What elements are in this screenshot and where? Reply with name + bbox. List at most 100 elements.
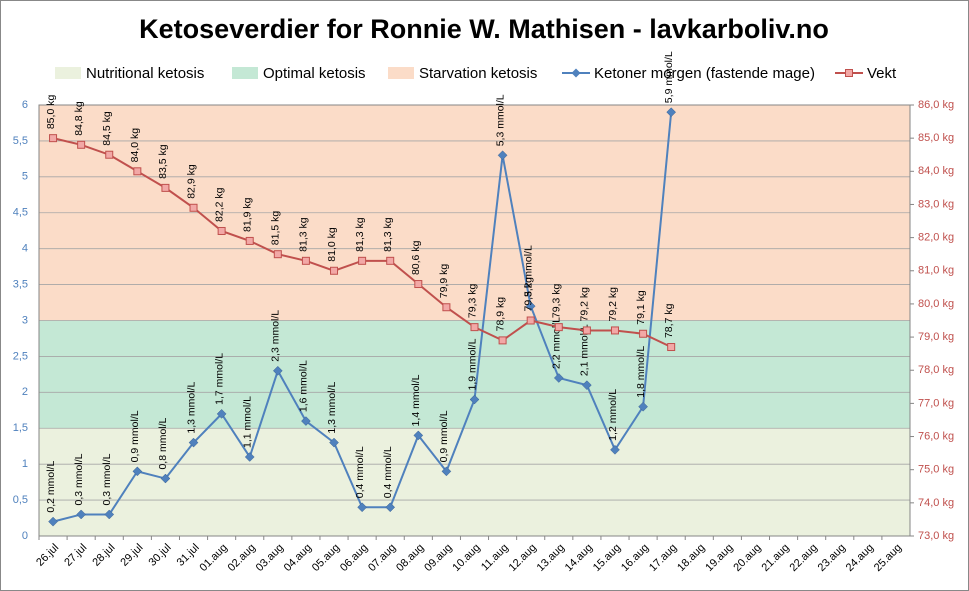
y2-tick-label: 75,0 kg [918,464,954,476]
marker [244,452,255,462]
marker [582,326,591,335]
marker [554,323,563,332]
marker [442,303,451,312]
data-label: 1,9 mmol/L [466,338,478,390]
data-label: 79,9 kg [438,264,450,299]
y-tick-label: 0 [22,530,28,542]
marker [414,280,423,289]
marker [160,473,171,484]
data-label: 81,3 kg [382,217,394,252]
data-label: 79,3 kg [466,284,478,319]
y-tick-label: 5,5 [13,135,28,147]
marker [49,134,58,143]
data-label: 3,2 mmol/L [522,245,534,297]
y2-tick-label: 81,0 kg [918,265,954,277]
data-label: 79,2 kg [579,287,591,322]
marker [77,140,86,149]
marker [386,256,395,265]
data-label: 5,9 mmol/L [663,51,675,103]
y-tick-label: 0,5 [13,494,28,506]
marker [582,380,592,391]
marker [188,437,199,448]
y-tick-label: 5 [22,171,28,183]
data-label: 1,4 mmol/L [410,374,422,426]
data-label: 1,3 mmol/L [185,382,197,434]
data-label: 79,1 kg [635,290,647,325]
legend-swatch [55,67,81,79]
y-tick-label: 1,5 [13,422,28,434]
data-label: 0,9 mmol/L [438,410,450,462]
y-tick-label: 3 [22,314,28,326]
y2-tick-label: 86,0 kg [918,99,954,111]
y2-tick-label: 83,0 kg [918,198,954,210]
data-label: 0,2 mmol/L [45,461,57,513]
data-label: 0,4 mmol/L [382,446,394,498]
data-label: 5,3 mmol/L [494,94,506,146]
legend-label: Ketoner morgen (fastende mage) [594,65,815,82]
marker [105,150,114,159]
y-tick-label: 2,5 [13,350,28,362]
y2-tick-label: 77,0 kg [918,397,954,409]
y2-tick-label: 84,0 kg [918,165,954,177]
marker [132,466,143,477]
marker [469,394,480,405]
y-tick-label: 2 [22,386,28,398]
marker [104,509,115,520]
marker [526,316,535,325]
marker [133,167,142,176]
legend-label: Vekt [867,65,897,82]
data-label: 0,8 mmol/L [157,417,169,469]
data-label: 0,3 mmol/L [101,453,113,505]
legend-label: Optimal ketosis [263,65,366,82]
marker [189,203,198,212]
data-label: 0,3 mmol/L [73,453,85,505]
data-label: 83,5 kg [157,144,169,179]
data-label: 82,2 kg [213,187,225,222]
data-label: 0,4 mmol/L [354,446,366,498]
y2-tick-label: 82,0 kg [918,232,954,244]
marker [161,183,170,192]
y2-tick-label: 85,0 kg [918,132,954,144]
data-label: 81,3 kg [354,217,366,252]
marker [216,409,227,419]
data-label: 1,2 mmol/L [607,389,619,441]
data-label: 81,3 kg [298,217,310,252]
data-label: 1,3 mmol/L [326,382,338,434]
marker [301,416,311,426]
marker [217,226,226,235]
band [39,320,910,429]
data-label: 2,3 mmol/L [270,310,282,362]
plot-border [38,104,911,537]
marker [638,401,648,412]
data-label: 79,2 kg [607,287,619,322]
marker [273,250,282,259]
marker [498,336,507,345]
legend-label: Nutritional ketosis [86,65,204,82]
marker [358,256,367,265]
marker [441,466,452,477]
band [39,428,910,536]
data-label: 1,7 mmol/L [213,353,225,405]
data-label: 84,8 kg [73,101,85,136]
data-label: 79,3 kg [551,284,563,319]
data-label: 80,6 kg [410,240,422,275]
legend-label: Starvation ketosis [419,65,537,82]
marker [525,301,536,311]
y-tick-label: 4 [22,243,28,255]
chart-title: Ketoseverdier for Ronnie W. Mathisen - l… [139,14,829,44]
marker [330,266,339,275]
data-label: 2,1 mmol/L [579,324,591,376]
marker [48,516,58,527]
marker [470,323,479,332]
marker [385,502,396,513]
data-label: 84,5 kg [101,111,113,146]
marker [610,326,619,335]
data-label: 85,0 kg [45,95,57,130]
marker [301,256,310,265]
legend-swatch [388,67,414,79]
y2-tick-label: 73,0 kg [918,530,954,542]
legend-swatch [232,67,258,79]
marker [497,150,508,161]
y-tick-label: 4,5 [13,207,28,219]
